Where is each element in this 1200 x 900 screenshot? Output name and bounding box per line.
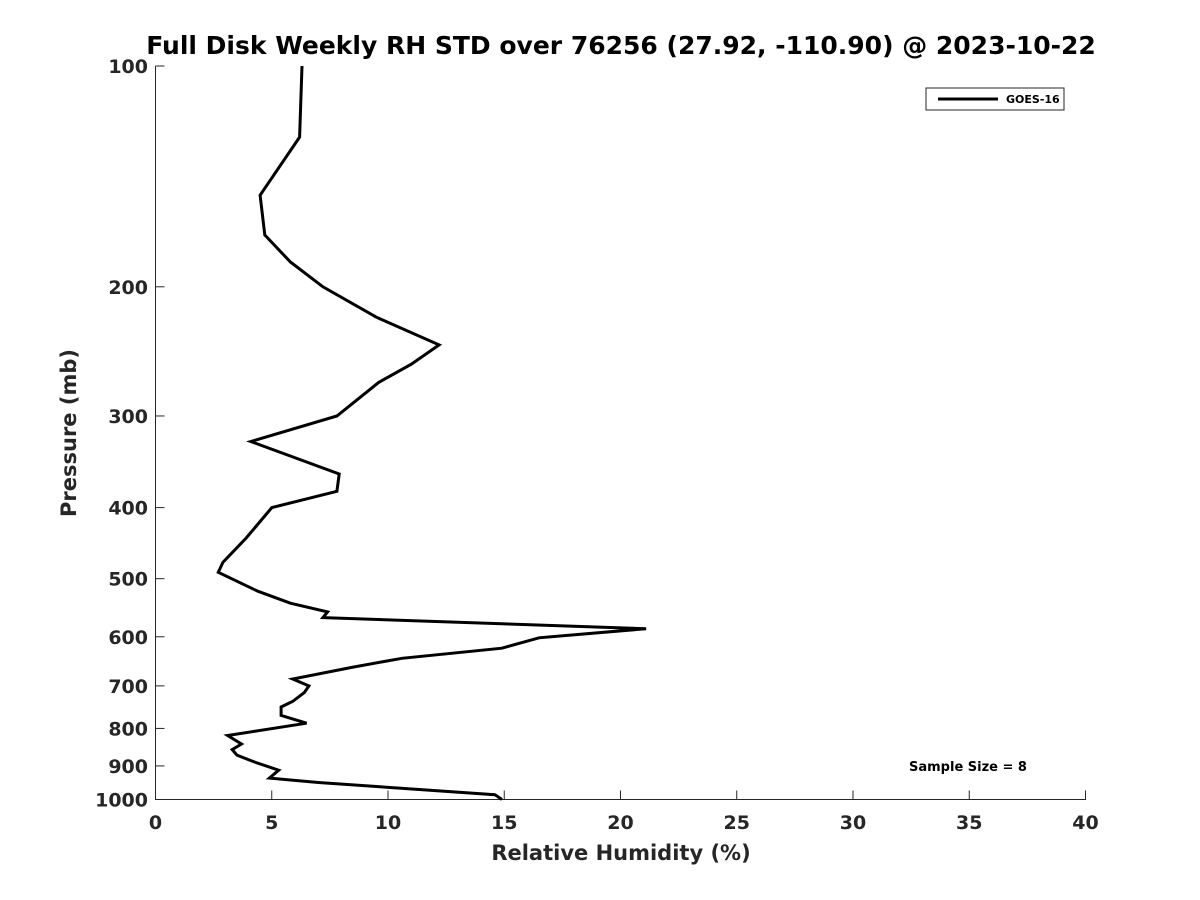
x-tick-label: 15	[491, 812, 517, 834]
y-axis-title: Pressure (mb)	[57, 349, 81, 517]
x-tick-label: 5	[265, 812, 278, 834]
x-tick-label: 10	[375, 812, 401, 834]
x-tick-labels: 0 5 10 15 20 25 30 35 40	[149, 812, 1099, 834]
y-tick-label: 500	[108, 569, 148, 591]
series-line-goes-16	[216, 65, 647, 801]
x-tick-label: 30	[840, 812, 866, 834]
y-tick-label: 600	[108, 627, 148, 649]
y-tick-label: 400	[108, 498, 148, 520]
x-tick-label: 35	[956, 812, 982, 834]
x-tick-label: 0	[149, 812, 162, 834]
axes	[155, 66, 1086, 800]
chart-title: Full Disk Weekly RH STD over 76256 (27.9…	[146, 31, 1096, 60]
y-tick-label: 700	[108, 676, 148, 698]
y-tick-label: 200	[108, 277, 148, 299]
x-tick-label: 25	[724, 812, 750, 834]
x-axis-title: Relative Humidity (%)	[491, 841, 750, 865]
y-tick-label: 800	[108, 718, 148, 740]
y-tick-label: 100	[108, 56, 148, 78]
y-tick-label: 300	[108, 406, 148, 428]
legend-label-goes-16: GOES-16	[1006, 93, 1060, 106]
x-tick-label: 40	[1072, 812, 1098, 834]
y-tick-label: 1000	[95, 790, 148, 812]
series-group	[216, 65, 647, 801]
y-tick-label: 900	[108, 756, 148, 778]
y-tick-labels: 100 200 300 400 500 600 700 800 900 1000	[95, 56, 148, 812]
legend: GOES-16	[925, 87, 1065, 111]
sample-size-annotation: Sample Size = 8	[909, 760, 1027, 775]
x-tick-label: 20	[607, 812, 633, 834]
